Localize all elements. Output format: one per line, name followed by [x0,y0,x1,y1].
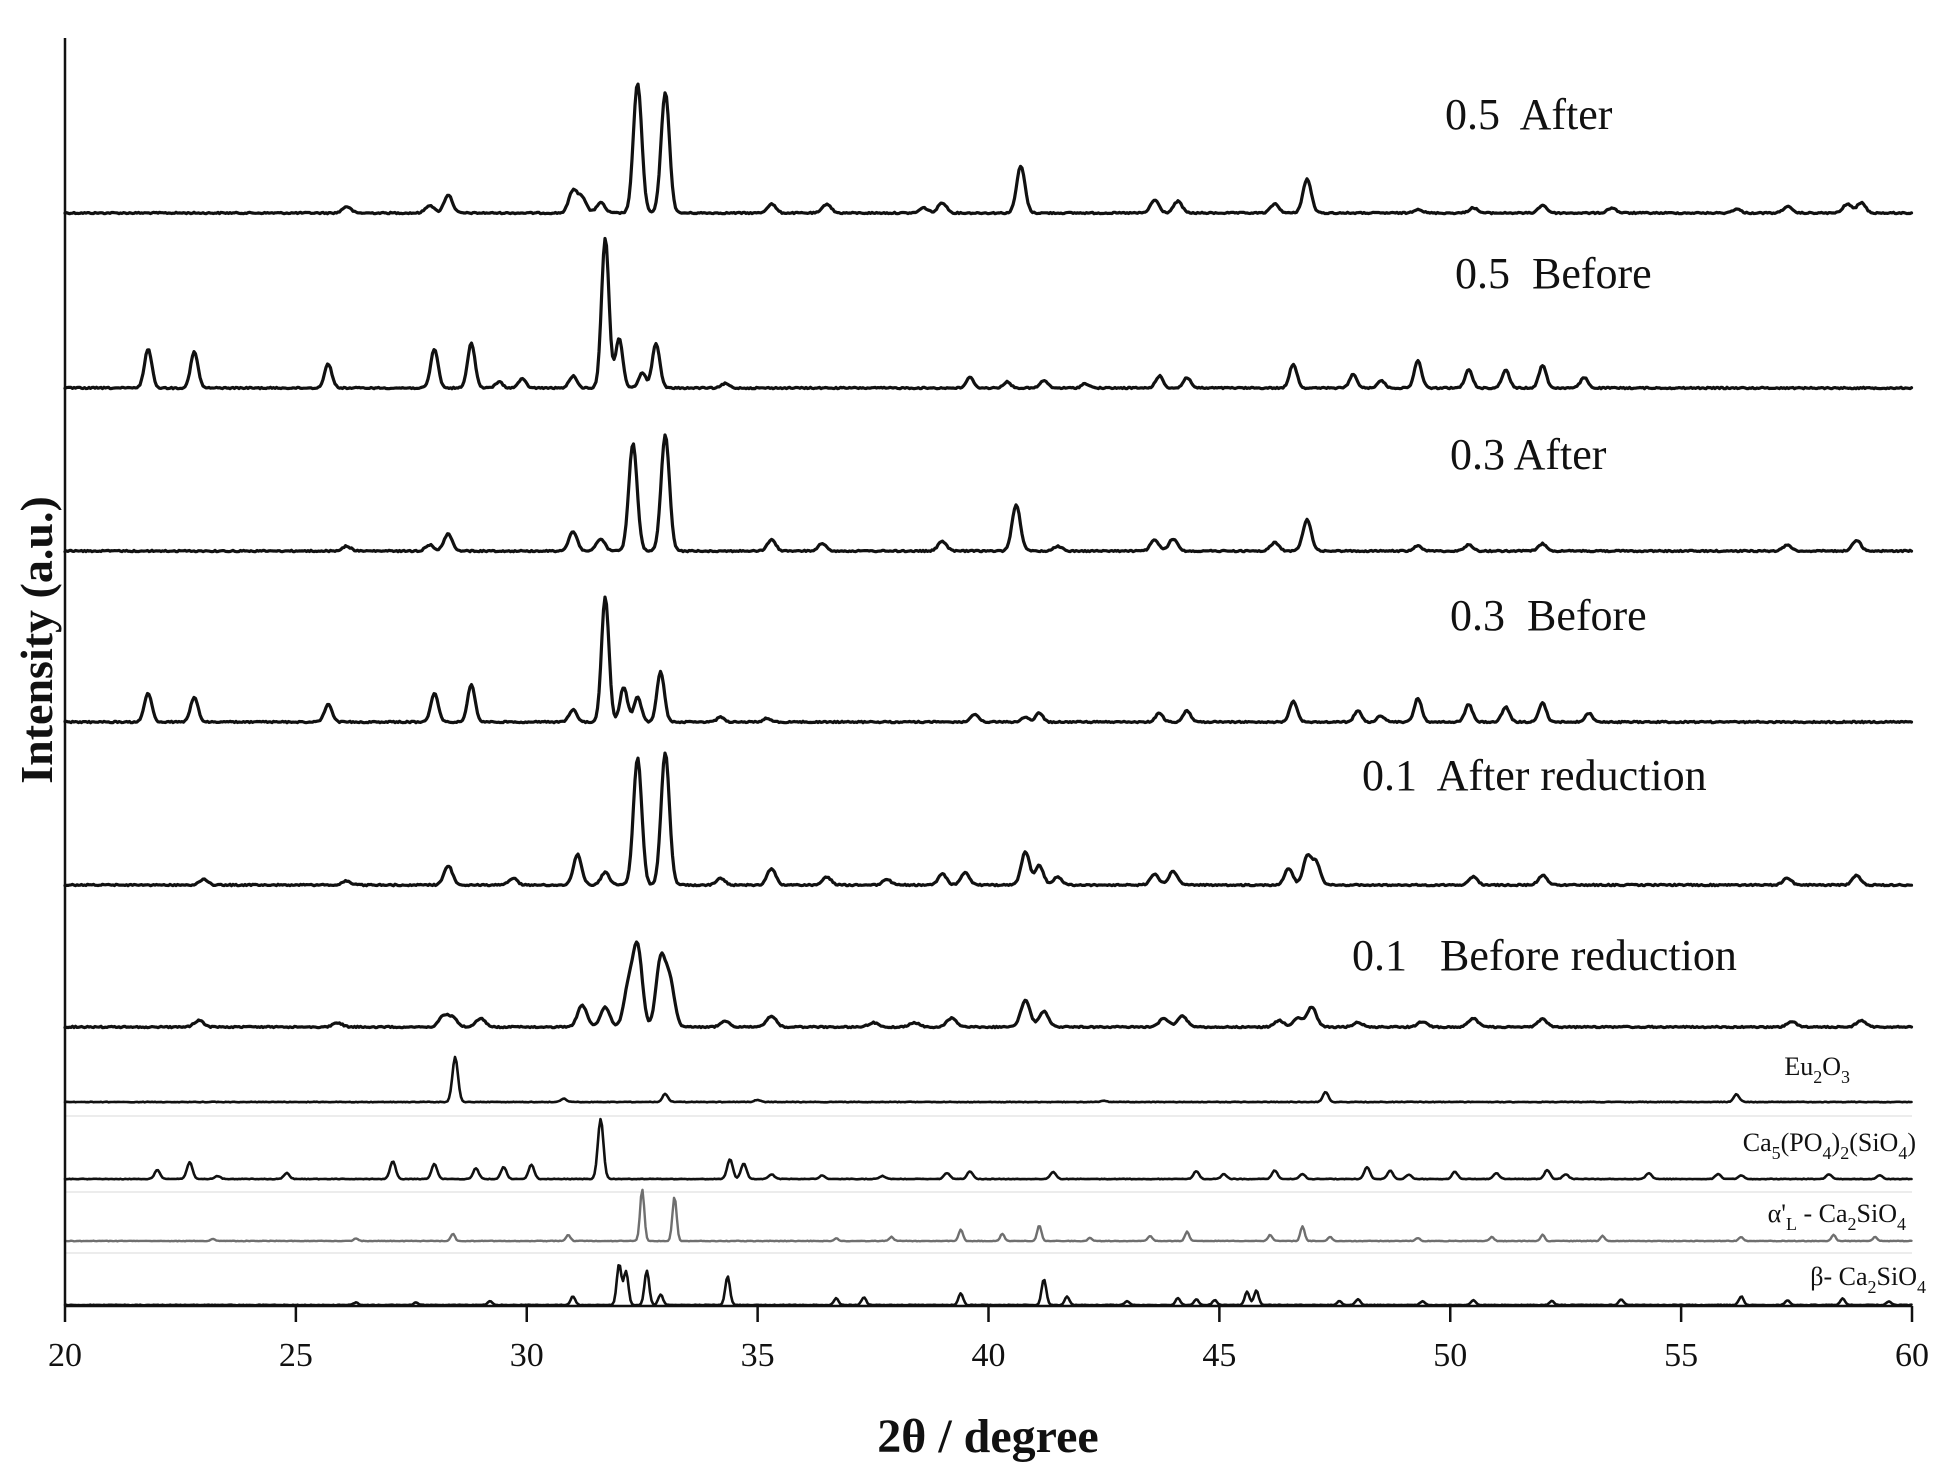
x-tick-label: 35 [741,1337,775,1374]
x-axis-title-text: 2θ / degree [877,1410,1098,1463]
series-label-0.5-before: 0.5 Before [1455,249,1652,298]
trace-ca5po42sio4 [63,1117,1913,1181]
series-label-0.5-after: 0.5 After [1445,90,1613,139]
x-ticks: 20 25 30 35 40 45 50 55 60 [48,1306,1929,1374]
x-tick-label: 20 [48,1337,82,1374]
x-tick-label: 25 [279,1337,313,1374]
x-tick-label: 60 [1895,1337,1929,1374]
trace-0.5-before [63,236,1914,391]
trace-0.5-after [63,82,1914,216]
trace-0.3-before [63,595,1914,725]
series-label-0.1-before-reduction: 0.1 Before reduction [1352,931,1737,980]
x-tick-label: 55 [1664,1337,1698,1374]
series-label-0.1-after-reduction: 0.1 After reduction [1362,751,1707,800]
ref-label-beta-ca2sio4: β- Ca2SiO4 [1810,1262,1926,1297]
x-tick-label: 45 [1202,1337,1236,1374]
ref-label-ca5po42sio4: Ca5(PO4)2(SiO4) [1743,1128,1916,1163]
ref-label-eu2o3: Eu2O3 [1784,1052,1850,1087]
trace-0.3-after [63,433,1914,554]
trace-alpha-ca2sio4 [63,1188,1913,1243]
ref-label-alpha-ca2sio4: α'L - Ca2SiO4 [1768,1199,1906,1234]
trace-beta-ca2sio4 [63,1264,1913,1307]
x-axis-title: 2θ / degree [877,1410,1098,1463]
series-label-0.3-after: 0.3 After [1450,430,1607,479]
y-axis-title: Intensity (a.u.) [11,496,62,784]
series-labels: 0.5 After 0.5 Before 0.3 After 0.3 Befor… [1352,90,1926,1297]
trace-0.1-before-reduction [63,940,1914,1030]
x-tick-label: 30 [510,1337,544,1374]
x-tick-label: 40 [972,1337,1006,1374]
trace-eu2o3 [63,1055,1913,1104]
x-tick-label: 50 [1433,1337,1467,1374]
trace-0.1-after-reduction [63,751,1914,888]
series-label-0.3-before: 0.3 Before [1450,591,1647,640]
